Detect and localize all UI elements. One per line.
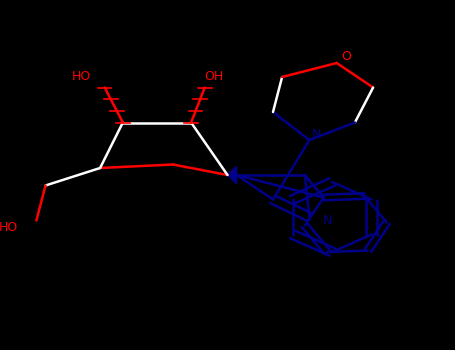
- Text: HO: HO: [0, 221, 18, 234]
- Polygon shape: [228, 166, 237, 184]
- Text: N: N: [323, 214, 332, 227]
- Text: O: O: [341, 49, 351, 63]
- Text: HO: HO: [72, 70, 91, 84]
- Text: OH: OH: [204, 70, 223, 84]
- Text: N: N: [312, 128, 321, 141]
